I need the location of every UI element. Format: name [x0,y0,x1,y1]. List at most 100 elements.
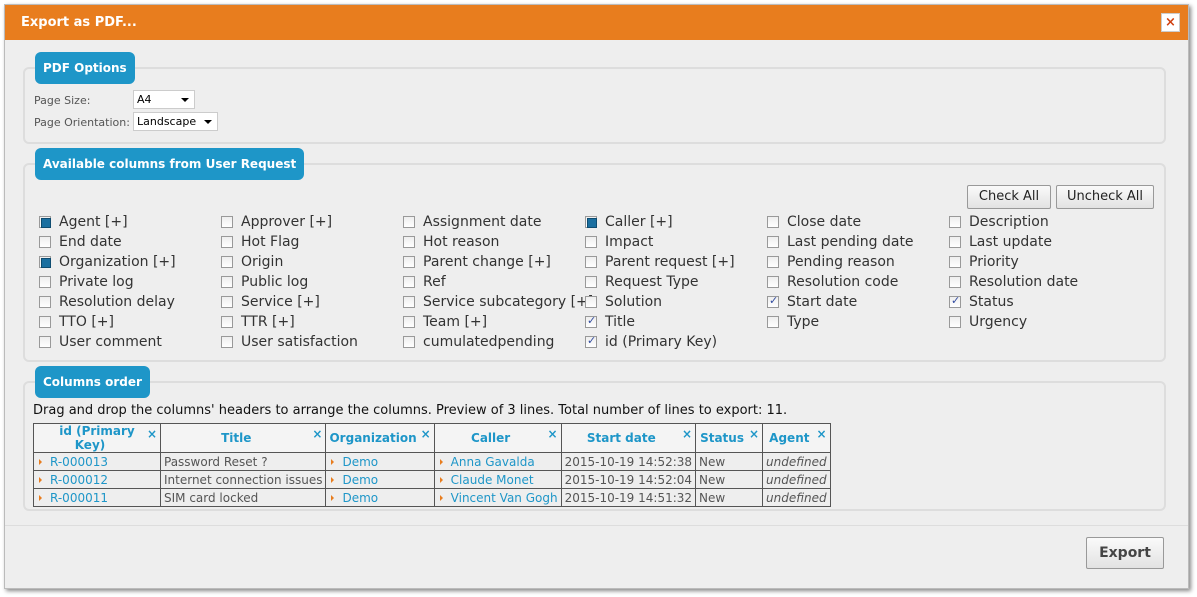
checkbox[interactable] [949,256,961,268]
checkbox[interactable] [949,276,961,288]
uncheck-all-button[interactable]: Uncheck All [1056,185,1154,209]
checkbox[interactable] [767,216,779,228]
checkbox[interactable] [221,336,233,348]
checkbox[interactable] [585,256,597,268]
checkbox[interactable] [949,236,961,248]
column-checkbox-item[interactable]: Status [949,292,1131,312]
column-checkbox-item[interactable]: Approver [+] [221,212,403,232]
close-icon[interactable]: × [1161,13,1180,32]
checkbox[interactable] [767,294,779,308]
object-link[interactable]: R-000011 [50,490,108,505]
checkbox[interactable] [221,276,233,288]
checkbox[interactable] [39,256,51,268]
checkbox[interactable] [767,256,779,268]
checkbox[interactable] [403,276,415,288]
column-header[interactable]: Agent × [762,423,831,453]
checkbox[interactable] [585,314,597,328]
checkbox[interactable] [585,296,597,308]
checkbox[interactable] [221,236,233,248]
column-checkbox-item[interactable]: Priority [949,252,1131,272]
column-checkbox-item[interactable]: Last update [949,232,1131,252]
column-checkbox-item[interactable]: Pending reason [767,252,949,272]
column-checkbox-item[interactable]: Public log [221,272,403,292]
column-checkbox-item[interactable]: TTO [+] [39,312,221,332]
object-link[interactable]: Vincent Van Gogh [450,490,558,505]
column-checkbox-item[interactable]: Request Type [585,272,767,292]
column-checkbox-item[interactable]: Origin [221,252,403,272]
checkbox[interactable] [585,216,597,228]
checkbox[interactable] [403,316,415,328]
column-checkbox-item[interactable]: End date [39,232,221,252]
column-header[interactable]: Title × [159,423,327,453]
column-checkbox-item[interactable]: Service [+] [221,292,403,312]
checkbox[interactable] [221,216,233,228]
column-checkbox-item[interactable]: Organization [+] [39,252,221,272]
checkbox[interactable] [767,316,779,328]
column-header[interactable]: Organization × [325,423,435,453]
column-checkbox-item[interactable]: id (Primary Key) [585,332,767,352]
object-link[interactable]: R-000012 [50,472,108,487]
page-orientation-select[interactable]: Landscape [133,112,218,131]
column-checkbox-item[interactable]: Service subcategory [+] [403,292,593,312]
checkbox[interactable] [949,294,961,308]
remove-column-icon[interactable]: × [547,427,558,441]
column-checkbox-item[interactable]: User satisfaction [221,332,403,352]
checkbox[interactable] [585,236,597,248]
column-checkbox-item[interactable]: Impact [585,232,767,252]
column-header[interactable]: Start date × [560,423,697,453]
column-checkbox-item[interactable]: Parent request [+] [585,252,767,272]
checkbox[interactable] [39,236,51,248]
check-all-button[interactable]: Check All [967,185,1051,209]
column-checkbox-item[interactable]: Hot reason [403,232,585,252]
column-checkbox-item[interactable]: Hot Flag [221,232,403,252]
column-header[interactable]: Caller × [433,423,562,453]
remove-column-icon[interactable]: × [420,427,431,441]
column-checkbox-item[interactable]: Type [767,312,949,332]
column-checkbox-item[interactable]: User comment [39,332,221,352]
checkbox[interactable] [221,316,233,328]
remove-column-icon[interactable]: × [816,427,827,441]
checkbox[interactable] [403,336,415,348]
checkbox[interactable] [221,256,233,268]
checkbox[interactable] [39,316,51,328]
column-checkbox-item[interactable]: Start date [767,292,949,312]
checkbox[interactable] [39,296,51,308]
object-link[interactable]: Demo [342,454,379,469]
column-checkbox-item[interactable]: Agent [+] [39,212,221,232]
checkbox[interactable] [221,296,233,308]
checkbox[interactable] [403,296,415,308]
checkbox[interactable] [39,336,51,348]
remove-column-icon[interactable]: × [312,427,323,441]
checkbox[interactable] [403,236,415,248]
column-checkbox-item[interactable]: Urgency [949,312,1131,332]
column-checkbox-item[interactable]: Team [+] [403,312,585,332]
column-checkbox-item[interactable]: cumulatedpending [403,332,585,352]
object-link[interactable]: R-000013 [50,454,108,469]
object-link[interactable]: Anna Gavalda [450,454,535,469]
column-checkbox-item[interactable]: Assignment date [403,212,585,232]
column-checkbox-item[interactable]: Close date [767,212,949,232]
column-checkbox-item[interactable]: Ref [403,272,585,292]
column-checkbox-item[interactable]: Resolution code [767,272,949,292]
column-checkbox-item[interactable]: Description [949,212,1131,232]
object-link[interactable]: Demo [342,472,379,487]
column-checkbox-item[interactable]: Last pending date [767,232,949,252]
export-button[interactable]: Export [1086,537,1164,569]
column-checkbox-item[interactable]: Title [585,312,767,332]
column-checkbox-item[interactable]: Resolution date [949,272,1131,292]
object-link[interactable]: Demo [342,490,379,505]
column-checkbox-item[interactable]: Solution [585,292,767,312]
checkbox[interactable] [767,236,779,248]
checkbox[interactable] [585,334,597,348]
dialog-titlebar[interactable]: Export as PDF... × [5,5,1188,40]
checkbox[interactable] [949,316,961,328]
checkbox[interactable] [403,256,415,268]
checkbox[interactable] [39,216,51,228]
remove-column-icon[interactable]: × [681,427,693,441]
column-header[interactable]: id (Primary Key) × [33,423,161,453]
column-checkbox-item[interactable]: Caller [+] [585,212,767,232]
remove-column-icon[interactable]: × [748,427,760,441]
checkbox[interactable] [403,216,415,228]
object-link[interactable]: Claude Monet [450,472,534,487]
checkbox[interactable] [767,276,779,288]
